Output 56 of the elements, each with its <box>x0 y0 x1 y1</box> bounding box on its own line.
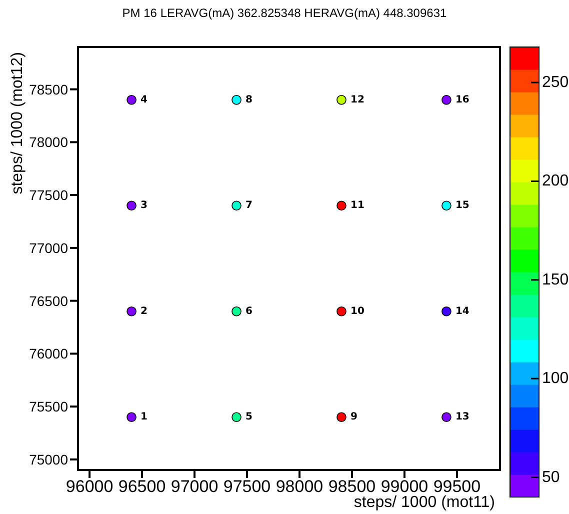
point <box>232 200 242 211</box>
annotation: 6 <box>246 306 253 317</box>
y-axis-title: steps/ 1000 (mot12) <box>9 52 26 194</box>
point <box>336 94 346 105</box>
point <box>336 412 346 422</box>
point <box>336 306 346 316</box>
x-axis-title: steps/ 1000 (mot11) <box>354 494 495 511</box>
annotation: 14 <box>455 306 470 317</box>
color-bar-label: 200 <box>542 172 569 190</box>
color-bar-label: 250 <box>542 74 569 92</box>
annotation: 9 <box>350 412 358 423</box>
annotation: 15 <box>455 200 470 212</box>
x-tick-label: 98500 <box>328 477 376 496</box>
x-tick-label: 98000 <box>276 477 324 496</box>
chart-title: PM 16 LERAVG(mA) 362.825348 HERAVG(mA) 448.309631 <box>122 6 448 20</box>
x-tick-label: 99500 <box>433 477 481 496</box>
point <box>442 412 452 422</box>
annotation: 4 <box>140 94 148 106</box>
point <box>442 200 452 211</box>
point <box>442 306 452 316</box>
annotation: 8 <box>246 94 253 106</box>
annotation: 1 <box>140 412 148 423</box>
color-bar-label: 50 <box>542 468 560 486</box>
annotation: 13 <box>455 412 470 423</box>
point <box>232 412 242 422</box>
point <box>126 412 136 422</box>
y-tick-label: 76500 <box>29 292 68 309</box>
y-tick-label: 75000 <box>29 451 68 468</box>
annotation: 11 <box>350 200 364 212</box>
annotation: 12 <box>350 94 364 106</box>
annotation: 5 <box>246 412 253 423</box>
x-tick-label: 97500 <box>223 477 271 496</box>
x-tick-label: 97000 <box>170 477 218 496</box>
x-tick-label: 99000 <box>380 477 428 496</box>
point <box>336 200 346 211</box>
point <box>232 94 242 105</box>
point <box>442 94 452 105</box>
annotation: 10 <box>350 306 364 317</box>
x-tick-label: 96500 <box>118 477 166 496</box>
y-tick-label: 77500 <box>29 187 68 204</box>
point <box>232 306 242 316</box>
y-tick-label: 77000 <box>29 240 68 256</box>
annotation: 7 <box>246 200 253 212</box>
y-tick-label: 78500 <box>29 81 68 98</box>
y-tick-label: 78000 <box>29 134 68 150</box>
point <box>126 306 136 316</box>
point <box>126 94 136 105</box>
annotation: 16 <box>455 94 470 106</box>
color-bar-label: 100 <box>542 370 569 388</box>
annotation: 3 <box>140 200 148 212</box>
x-tick-label: 96000 <box>66 477 114 496</box>
color-bar-label: 150 <box>542 271 569 288</box>
annotation: 2 <box>140 306 148 317</box>
y-tick-label: 75500 <box>29 398 68 415</box>
y-tick-label: 76000 <box>29 346 68 362</box>
point <box>126 200 136 211</box>
